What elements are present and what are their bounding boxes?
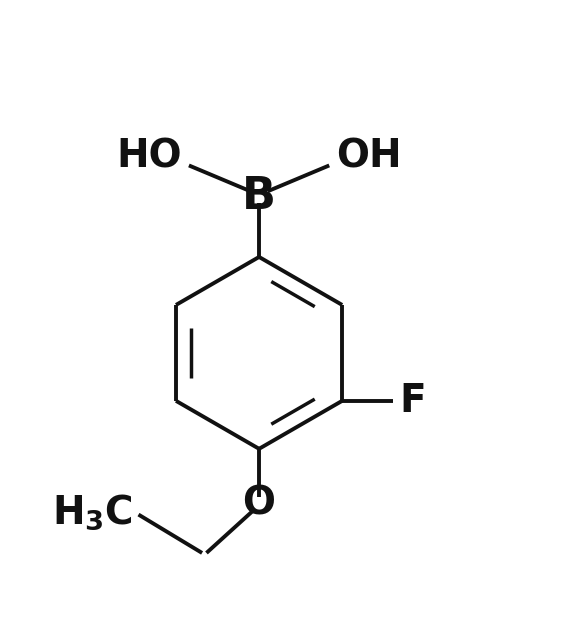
- Text: OH: OH: [336, 138, 401, 175]
- Text: F: F: [400, 382, 427, 420]
- Text: B: B: [242, 175, 276, 218]
- Text: HO: HO: [117, 138, 182, 175]
- Text: $\mathregular{H_3C}$: $\mathregular{H_3C}$: [52, 492, 133, 532]
- Text: O: O: [243, 484, 275, 523]
